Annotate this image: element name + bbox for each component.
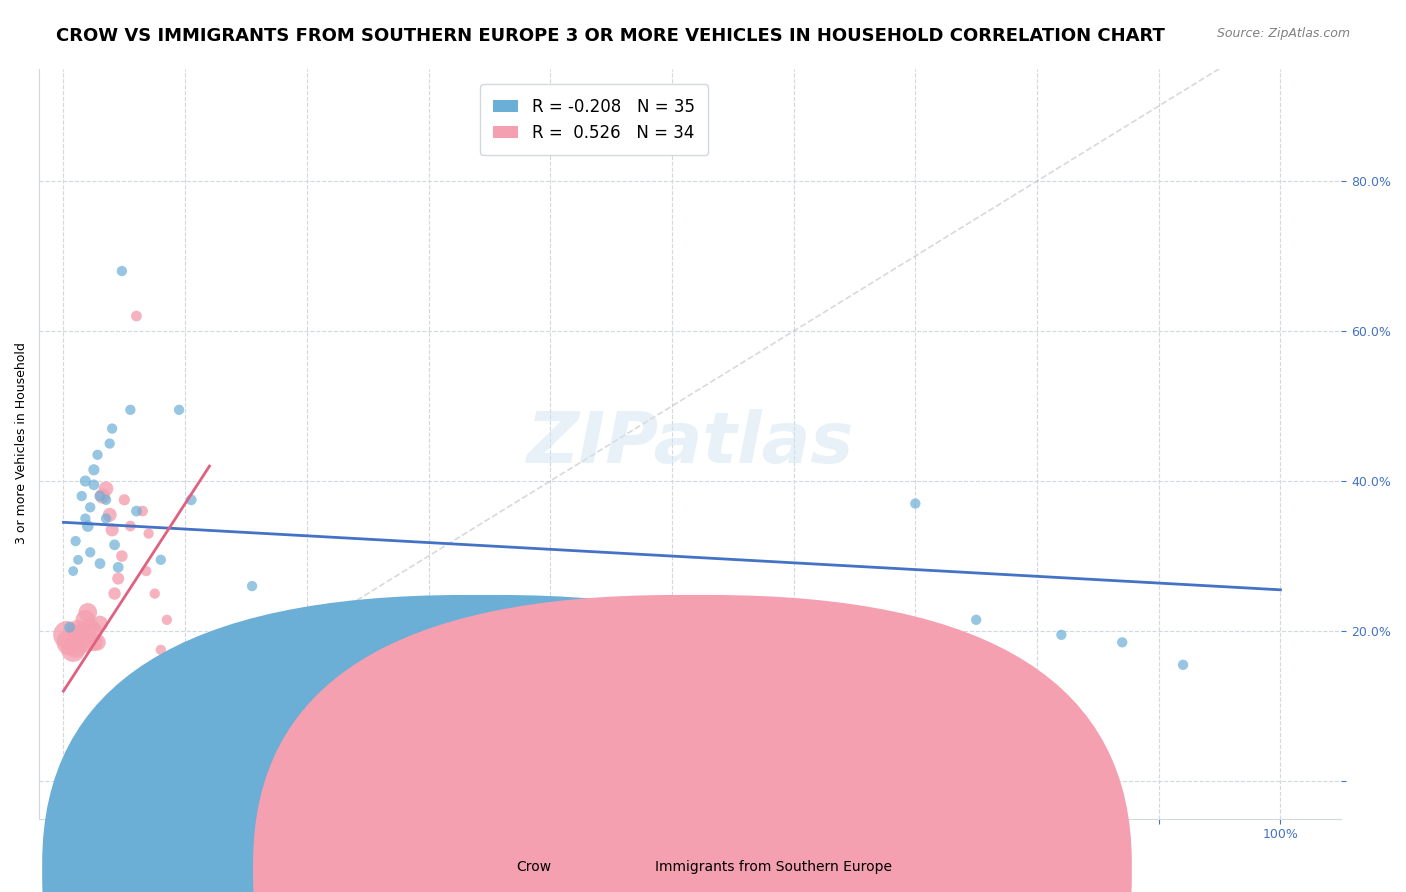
Point: [120, 519, 142, 533]
Point: [79, 500, 101, 515]
Point: [79, 545, 101, 559]
Point: [103, 538, 125, 552]
Point: [135, 564, 157, 578]
Point: [58, 620, 80, 634]
Point: [1171, 657, 1194, 672]
Point: [441, 643, 464, 657]
Point: [75, 635, 97, 649]
Point: [83, 478, 105, 492]
Point: [79, 620, 101, 634]
Point: [180, 492, 202, 507]
Point: [89, 616, 111, 631]
Point: [58, 635, 80, 649]
Legend: R = -0.208   N = 35, R =  0.526   N = 34: R = -0.208 N = 35, R = 0.526 N = 34: [479, 85, 707, 155]
Point: [76, 605, 98, 619]
Point: [198, 732, 221, 747]
Point: [98, 436, 121, 450]
Point: [76, 519, 98, 533]
Point: [62, 643, 84, 657]
Point: [94, 492, 117, 507]
Point: [107, 560, 129, 574]
Point: [86, 635, 108, 649]
Point: [120, 402, 142, 417]
Point: [125, 309, 148, 323]
Point: [174, 662, 197, 676]
Point: [101, 421, 124, 435]
Point: [1050, 628, 1073, 642]
Point: [70, 628, 93, 642]
Point: [89, 489, 111, 503]
Point: [70, 489, 93, 503]
Point: [94, 482, 117, 496]
Point: [83, 463, 105, 477]
Point: [156, 613, 179, 627]
Point: [75, 474, 97, 488]
Point: [149, 643, 172, 657]
Point: [138, 526, 160, 541]
Point: [56, 628, 79, 642]
Point: [65, 639, 87, 653]
Point: [67, 553, 90, 567]
Point: [67, 624, 90, 638]
Point: [83, 635, 105, 649]
Point: [125, 504, 148, 518]
Y-axis label: 3 or more Vehicles in Household: 3 or more Vehicles in Household: [15, 343, 28, 544]
Text: CROW VS IMMIGRANTS FROM SOUTHERN EUROPE 3 OR MORE VEHICLES IN HOUSEHOLD CORRELAT: CROW VS IMMIGRANTS FROM SOUTHERN EUROPE …: [56, 27, 1166, 45]
Point: [101, 523, 124, 537]
Text: Crow: Crow: [517, 860, 551, 874]
Point: [83, 624, 105, 638]
Point: [75, 511, 97, 525]
Point: [131, 504, 153, 518]
Point: [98, 508, 121, 522]
Point: [94, 511, 117, 525]
Text: ZIPatlas: ZIPatlas: [526, 409, 853, 478]
Point: [240, 579, 263, 593]
Point: [149, 553, 172, 567]
Point: [167, 402, 190, 417]
Point: [107, 572, 129, 586]
Point: [965, 613, 987, 627]
Point: [62, 564, 84, 578]
Point: [143, 586, 166, 600]
Text: Source: ZipAtlas.com: Source: ZipAtlas.com: [1216, 27, 1350, 40]
Text: Immigrants from Southern Europe: Immigrants from Southern Europe: [655, 860, 891, 874]
Point: [1111, 635, 1133, 649]
Point: [111, 264, 134, 278]
Point: [111, 549, 134, 563]
Point: [89, 557, 111, 571]
Point: [86, 448, 108, 462]
Point: [65, 534, 87, 549]
Point: [162, 662, 184, 676]
Point: [167, 665, 190, 680]
Point: [75, 613, 97, 627]
Point: [904, 497, 927, 511]
Point: [112, 492, 135, 507]
Point: [103, 586, 125, 600]
Point: [685, 639, 707, 653]
Point: [91, 489, 114, 503]
